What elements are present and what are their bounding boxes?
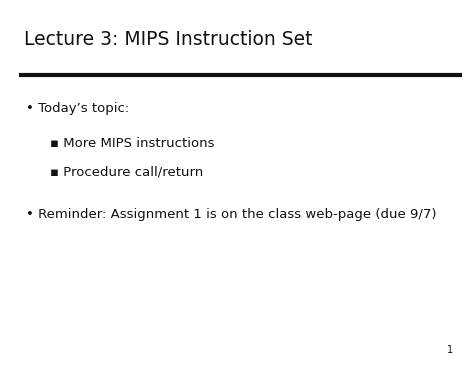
Text: Lecture 3: MIPS Instruction Set: Lecture 3: MIPS Instruction Set [24,30,312,49]
Text: • Today’s topic:: • Today’s topic: [26,102,129,115]
Text: ▪ Procedure call/return: ▪ Procedure call/return [50,165,203,178]
Text: • Reminder: Assignment 1 is on the class web-page (due 9/7): • Reminder: Assignment 1 is on the class… [26,208,437,221]
Text: ▪ More MIPS instructions: ▪ More MIPS instructions [50,137,214,150]
Text: 1: 1 [447,345,453,355]
